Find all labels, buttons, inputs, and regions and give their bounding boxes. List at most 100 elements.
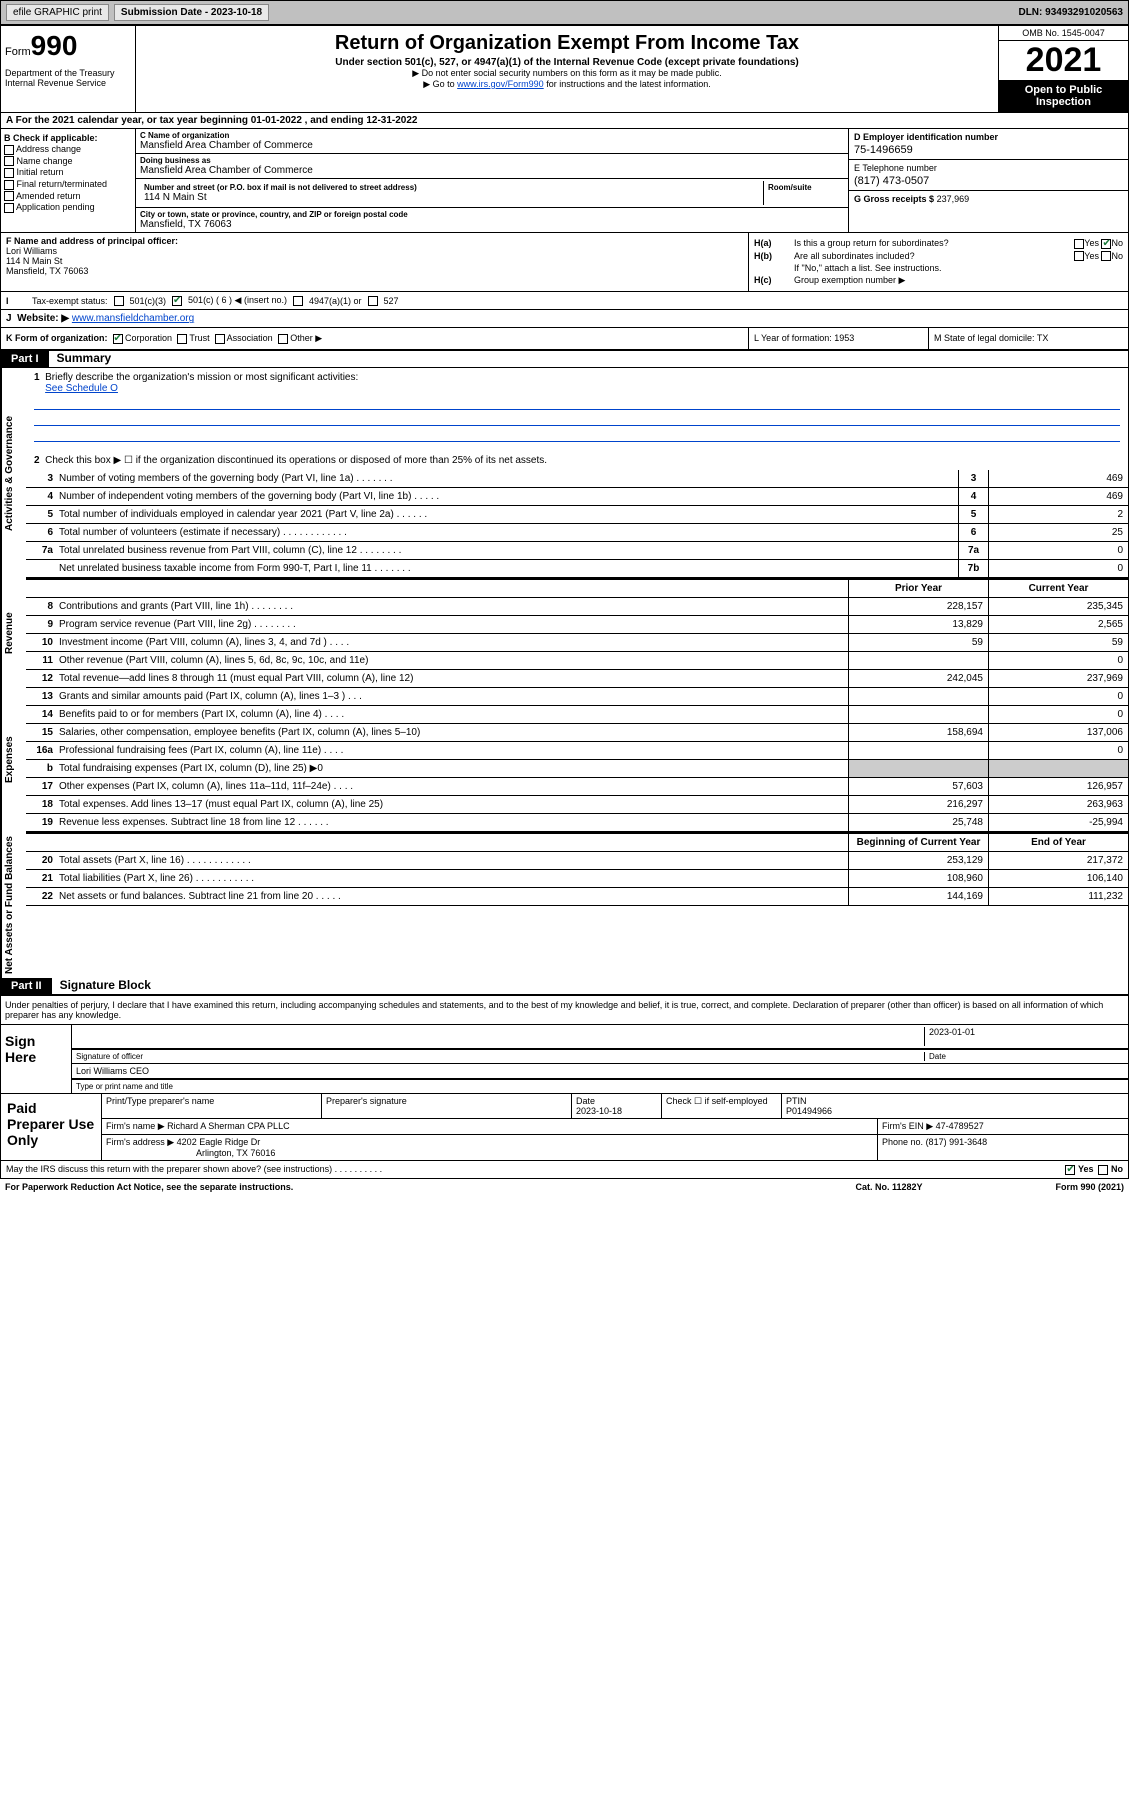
- summary-line: 22Net assets or fund balances. Subtract …: [26, 888, 1128, 906]
- form-body: Form990 Department of the TreasuryIntern…: [0, 25, 1129, 1179]
- org-name-label: C Name of organization: [140, 131, 844, 140]
- firm-addr2: Arlington, TX 76016: [106, 1148, 275, 1158]
- note-link: ▶ Go to www.irs.gov/Form990 for instruct…: [140, 79, 994, 90]
- summary-line: 6Total number of volunteers (estimate if…: [26, 524, 1128, 542]
- ein-label: D Employer identification number: [854, 132, 1123, 142]
- summary-line: 14Benefits paid to or for members (Part …: [26, 706, 1128, 724]
- chk-assoc[interactable]: [215, 334, 225, 344]
- firm-ein: 47-4789527: [936, 1121, 984, 1131]
- hb-note: If "No," attach a list. See instructions…: [754, 263, 1123, 273]
- chk-name[interactable]: [4, 156, 14, 166]
- org-name: Mansfield Area Chamber of Commerce: [140, 140, 844, 151]
- summary-expenses: Expenses 13Grants and similar amounts pa…: [1, 688, 1128, 832]
- summary-line: 18Total expenses. Add lines 13–17 (must …: [26, 796, 1128, 814]
- state-domicile: M State of legal domicile: TX: [928, 328, 1128, 349]
- chk-527[interactable]: [368, 296, 378, 306]
- declaration-text: Under penalties of perjury, I declare th…: [1, 996, 1128, 1024]
- col-b-checkboxes: B Check if applicable: Address change Na…: [1, 129, 136, 232]
- chk-501c3[interactable]: [114, 296, 124, 306]
- summary-governance: Activities & Governance 1 Briefly descri…: [1, 368, 1128, 578]
- side-revenue: Revenue: [1, 578, 26, 688]
- prep-date: 2023-10-18: [576, 1106, 622, 1116]
- end-year-hdr: End of Year: [988, 834, 1128, 851]
- summary-line: 10Investment income (Part VIII, column (…: [26, 634, 1128, 652]
- firm-name: Richard A Sherman CPA PLLC: [167, 1121, 289, 1131]
- addr-value: 114 N Main St: [144, 192, 759, 203]
- summary-line: 9Program service revenue (Part VIII, lin…: [26, 616, 1128, 634]
- dln-label: DLN: 93493291020563: [1018, 7, 1123, 18]
- efile-button[interactable]: efile GRAPHIC print: [6, 4, 109, 21]
- officer-addr1: 114 N Main St: [6, 256, 62, 266]
- website-row: J Website: ▶ www.mansfieldchamber.org: [1, 310, 1128, 328]
- firm-addr1: 4202 Eagle Ridge Dr: [177, 1137, 261, 1147]
- chk-final[interactable]: [4, 180, 14, 190]
- hb-yes[interactable]: [1074, 251, 1084, 261]
- addr-label: Number and street (or P.O. box if mail i…: [144, 183, 759, 192]
- year-formation: L Year of formation: 1953: [748, 328, 928, 349]
- summary-line: bTotal fundraising expenses (Part IX, co…: [26, 760, 1128, 778]
- chk-initial[interactable]: [4, 168, 14, 178]
- begin-year-hdr: Beginning of Current Year: [848, 834, 988, 851]
- ein-value: 75-1496659: [854, 142, 1123, 156]
- discuss-text: May the IRS discuss this return with the…: [6, 1164, 1065, 1175]
- chk-address[interactable]: [4, 145, 14, 155]
- city-label: City or town, state or province, country…: [140, 210, 844, 219]
- page-footer: For Paperwork Reduction Act Notice, see …: [0, 1179, 1129, 1195]
- schedule-o-link[interactable]: See Schedule O: [45, 383, 118, 394]
- form-subtitle: Under section 501(c), 527, or 4947(a)(1)…: [140, 57, 994, 68]
- chk-4947[interactable]: [293, 296, 303, 306]
- chk-pending[interactable]: [4, 203, 14, 213]
- block-klm: K Form of organization: Corporation Trus…: [1, 328, 1128, 351]
- summary-line: 15Salaries, other compensation, employee…: [26, 724, 1128, 742]
- irs-link[interactable]: www.irs.gov/Form990: [457, 79, 544, 89]
- chk-corp[interactable]: [113, 334, 123, 344]
- prep-name-label: Print/Type preparer's name: [102, 1094, 322, 1118]
- discuss-no[interactable]: [1098, 1165, 1108, 1175]
- sig-name-label: Type or print name and title: [76, 1082, 1124, 1091]
- firm-phone: (817) 991-3648: [926, 1137, 988, 1147]
- ha-no[interactable]: [1101, 239, 1111, 249]
- paperwork-notice: For Paperwork Reduction Act Notice, see …: [5, 1182, 855, 1192]
- part2-header: Part IISignature Block: [1, 978, 1128, 995]
- discuss-yes[interactable]: [1065, 1165, 1075, 1175]
- sig-name: Lori Williams CEO: [76, 1066, 1124, 1076]
- sig-officer-label: Signature of officer: [76, 1052, 924, 1061]
- phone-value: (817) 473-0507: [854, 173, 1123, 187]
- sig-date: 2023-01-01: [924, 1027, 1124, 1046]
- ha-text: Is this a group return for subordinates?: [794, 238, 1074, 249]
- submission-date-button[interactable]: Submission Date - 2023-10-18: [114, 4, 269, 21]
- sign-here-label: Sign Here: [1, 1025, 71, 1093]
- summary-revenue: Revenue Prior Year Current Year 8Contrib…: [1, 578, 1128, 688]
- form-ref: Form 990 (2021): [1055, 1182, 1124, 1192]
- hb-no[interactable]: [1101, 251, 1111, 261]
- sig-date-label: Date: [924, 1052, 1124, 1061]
- block-fh: F Name and address of principal officer:…: [1, 233, 1128, 292]
- side-netassets: Net Assets or Fund Balances: [1, 832, 26, 978]
- note-ssn: ▶ Do not enter social security numbers o…: [140, 68, 994, 79]
- chk-other[interactable]: [278, 334, 288, 344]
- website-link[interactable]: www.mansfieldchamber.org: [72, 313, 194, 324]
- summary-line: 8Contributions and grants (Part VIII, li…: [26, 598, 1128, 616]
- prior-year-hdr: Prior Year: [848, 580, 988, 597]
- suite-label: Room/suite: [768, 183, 840, 192]
- chk-501c[interactable]: [172, 296, 182, 306]
- summary-line: 13Grants and similar amounts paid (Part …: [26, 688, 1128, 706]
- ha-yes[interactable]: [1074, 239, 1084, 249]
- chk-amended[interactable]: [4, 191, 14, 201]
- paid-preparer-label: Paid Preparer Use Only: [1, 1094, 101, 1160]
- gross-label: G Gross receipts $: [854, 194, 934, 204]
- summary-line: 7aTotal unrelated business revenue from …: [26, 542, 1128, 560]
- summary-line: 20Total assets (Part X, line 16) . . . .…: [26, 852, 1128, 870]
- tax-status-row: I Tax-exempt status: 501(c)(3) 501(c) ( …: [1, 292, 1128, 310]
- summary-line: 12Total revenue—add lines 8 through 11 (…: [26, 670, 1128, 688]
- chk-trust[interactable]: [177, 334, 187, 344]
- omb-number: OMB No. 1545-0047: [999, 26, 1128, 41]
- summary-line: 4Number of independent voting members of…: [26, 488, 1128, 506]
- dept-label: Department of the TreasuryInternal Reven…: [5, 68, 131, 88]
- ptin-value: P01494966: [786, 1106, 832, 1116]
- city-value: Mansfield, TX 76063: [140, 219, 844, 230]
- dba-value: Mansfield Area Chamber of Commerce: [140, 165, 844, 176]
- officer-name: Lori Williams: [6, 246, 57, 256]
- hb-text: Are all subordinates included?: [794, 251, 1074, 262]
- form-header: Form990 Department of the TreasuryIntern…: [1, 26, 1128, 113]
